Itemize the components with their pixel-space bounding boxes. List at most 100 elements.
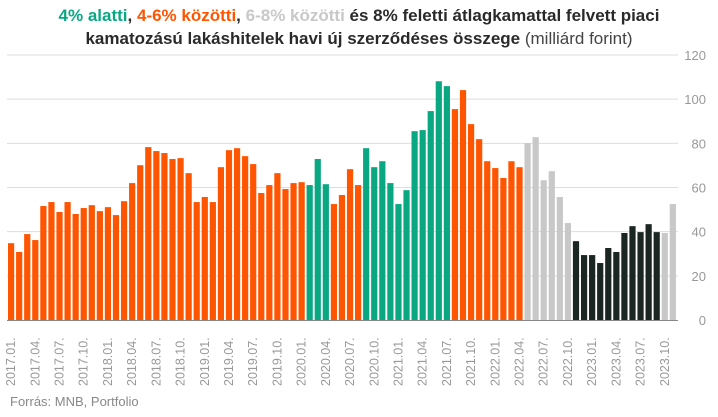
x-tick-label: 2017.04.: [28, 337, 42, 386]
bar: [266, 185, 273, 320]
x-tick-label: 2018.01.: [101, 337, 115, 386]
bar: [145, 147, 152, 320]
x-tick-label: 2022.10.: [561, 337, 575, 386]
title-line2: kamatozású lakáshitelek havi új szerződé…: [85, 29, 521, 48]
bar: [201, 196, 208, 320]
title-band-4-6: 4-6% közötti: [136, 6, 237, 25]
bar: [500, 178, 507, 320]
bar: [169, 159, 176, 320]
bar: [32, 240, 39, 320]
bar: [225, 150, 233, 320]
bar: [346, 169, 354, 320]
x-tick-label: 2019.07.: [246, 337, 260, 386]
bar: [250, 164, 257, 320]
bar: [548, 171, 555, 320]
y-tick-label: 20: [692, 269, 706, 284]
bar: [564, 223, 572, 320]
bar: [484, 161, 491, 320]
bar: [395, 204, 402, 320]
title-rest: és 8% feletti átlagkamattal felvett piac…: [344, 6, 660, 25]
bar: [8, 243, 15, 320]
chart-title: 4% alatti, 4-6% közötti, 6-8% közötti és…: [0, 4, 718, 50]
bar: [572, 241, 580, 320]
bar: [355, 185, 362, 320]
x-tick-label: 2021.10.: [464, 337, 478, 386]
x-tick-label: 2021.07.: [440, 337, 454, 386]
x-tick-label: 2018.10.: [174, 337, 188, 386]
bar: [653, 232, 660, 320]
bar: [177, 158, 184, 320]
x-tick-label: 2018.04.: [125, 337, 139, 386]
x-tick-label: 2021.01.: [391, 337, 405, 386]
bar: [435, 81, 442, 320]
bar: [48, 202, 55, 320]
x-tick-label: 2023.10.: [658, 337, 672, 386]
y-tick-label: 100: [684, 92, 706, 107]
title-band-6-8: 6-8% közötti: [245, 6, 345, 25]
y-tick-label: 120: [684, 48, 706, 63]
bar: [508, 161, 515, 320]
x-tick-label: 2020.01.: [295, 337, 309, 386]
bar: [516, 167, 523, 320]
bar: [411, 131, 418, 320]
x-tick-label: 2023.04.: [609, 337, 623, 386]
source-note: Forrás: MNB, Portfolio: [10, 394, 139, 409]
bar: [403, 190, 410, 320]
bar: [661, 232, 668, 320]
bar: [16, 251, 23, 320]
bar: [24, 234, 31, 320]
x-tick-label: 2017.07.: [53, 337, 67, 386]
bar: [193, 202, 200, 320]
bar: [209, 202, 216, 320]
bar: [242, 156, 249, 320]
bar: [540, 180, 547, 320]
bar: [451, 109, 459, 321]
bar: [314, 159, 321, 320]
x-tick-label: 2023.01.: [585, 337, 599, 386]
bar: [589, 255, 596, 320]
x-tick-label: 2020.04.: [319, 337, 333, 386]
bar: [613, 251, 620, 320]
bar: [282, 189, 289, 320]
x-tick-label: 2017.01.: [4, 337, 18, 386]
bar: [137, 165, 144, 320]
bar: [476, 139, 483, 320]
bar: [120, 201, 128, 320]
bar: [379, 161, 386, 320]
bar: [290, 183, 297, 320]
bar: [443, 86, 450, 320]
x-tick-label: 2019.01.: [198, 337, 212, 386]
bar: [492, 168, 499, 320]
y-tick-label: 0: [699, 313, 706, 328]
bar: [258, 193, 265, 320]
title-sep: ,: [127, 6, 137, 25]
bar: [72, 214, 79, 320]
y-tick-label: 80: [692, 136, 706, 151]
y-tick-label: 40: [692, 225, 706, 240]
bar: [153, 151, 160, 320]
bar: [532, 137, 539, 320]
x-tick-label: 2019.10.: [270, 337, 284, 386]
bar: [112, 215, 120, 320]
bar: [338, 195, 346, 320]
bar: [330, 204, 337, 320]
bar: [104, 207, 112, 320]
bar: [524, 143, 531, 320]
bar: [161, 153, 168, 320]
x-tick-label: 2017.10.: [77, 337, 91, 386]
bar: [129, 183, 136, 320]
bar: [298, 182, 305, 320]
bar: [80, 208, 87, 320]
x-tick-label: 2022.01.: [488, 337, 502, 386]
bar: [96, 211, 103, 320]
x-tick-label: 2019.04.: [222, 337, 236, 386]
x-tick-label: 2023.07.: [634, 337, 648, 386]
bar: [467, 124, 475, 320]
x-tick-label: 2018.07.: [149, 337, 163, 386]
bar: [556, 196, 563, 320]
x-tick-label: 2022.07.: [537, 337, 551, 386]
bar: [322, 184, 329, 320]
bar: [88, 205, 95, 320]
bar: [645, 224, 652, 320]
